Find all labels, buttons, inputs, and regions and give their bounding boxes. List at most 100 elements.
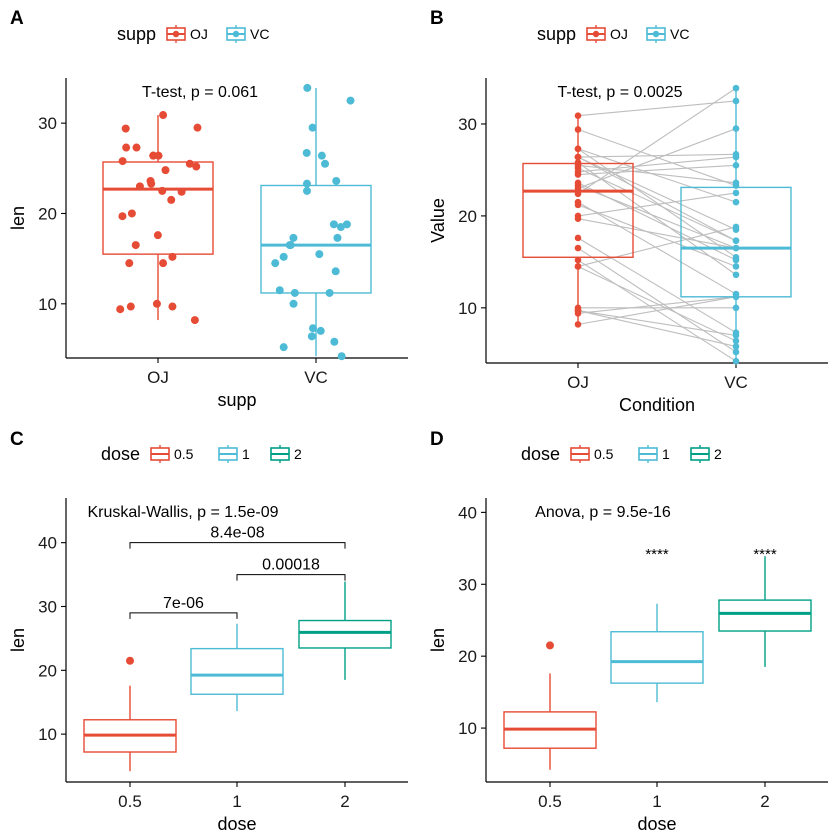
panel-letter: A	[10, 8, 24, 29]
legend-key	[586, 25, 606, 43]
box-OJ	[102, 115, 214, 321]
x-axis-title: Condition	[619, 395, 695, 415]
data-point	[135, 182, 144, 191]
y-tick-label: 20	[38, 204, 57, 223]
y-axis-title: len	[8, 628, 28, 652]
data-point	[275, 286, 284, 295]
legend-key	[638, 445, 658, 463]
data-point	[574, 162, 582, 169]
data-point	[316, 326, 325, 335]
y-tick-label: 30	[38, 114, 57, 133]
y-tick-label: 10	[458, 299, 477, 318]
data-point	[118, 157, 127, 166]
data-point	[131, 241, 140, 250]
panel-letter: B	[430, 8, 444, 29]
legend-label: VC	[670, 26, 689, 42]
data-point	[732, 304, 740, 312]
pair-line	[577, 87, 737, 195]
legend-key	[226, 25, 246, 43]
legend-label: OJ	[190, 26, 208, 42]
data-point	[127, 209, 136, 218]
data-point	[574, 179, 582, 187]
data-point	[302, 179, 311, 188]
pair-line	[577, 100, 737, 117]
legend-key	[690, 445, 710, 463]
data-point	[325, 288, 334, 297]
box-iqr	[102, 161, 214, 255]
data-point	[167, 195, 176, 204]
data-point	[732, 337, 740, 345]
data-point	[732, 125, 740, 132]
x-tick-label: 2	[760, 792, 769, 811]
pair-line	[577, 218, 737, 249]
data-point	[279, 343, 288, 352]
legend-label: OJ	[610, 26, 628, 42]
box-0.5	[83, 656, 177, 772]
legend-label: 0.5	[174, 446, 194, 462]
legend: dose 0.5 1 2	[521, 444, 722, 464]
pair-line	[577, 156, 737, 173]
legend: dose 0.5 1 2	[101, 444, 302, 464]
y-tick-label: 20	[38, 661, 57, 680]
data-point	[168, 302, 177, 311]
data-point	[574, 126, 582, 133]
stat-annotation: Anova, p = 9.5e-16	[535, 504, 671, 521]
pair-line	[577, 128, 737, 189]
pair-line	[577, 296, 737, 314]
data-point	[574, 212, 582, 220]
data-point	[279, 252, 288, 261]
pair-line	[577, 296, 737, 325]
pair-line	[577, 164, 737, 184]
bracket-label: 8.4e-08	[210, 525, 264, 542]
pair-line	[577, 310, 737, 336]
data-point	[302, 148, 311, 157]
data-point	[116, 305, 125, 314]
data-point	[732, 357, 740, 365]
data-point	[153, 231, 162, 240]
comparison-bracket: 8.4e-08	[129, 525, 346, 549]
significance-stars: ****	[645, 546, 669, 563]
box-2	[718, 556, 812, 667]
legend-key	[166, 25, 186, 43]
data-point	[732, 198, 740, 206]
y-axis-title: len	[428, 628, 448, 652]
box-iqr	[298, 619, 392, 649]
comparison-bracket: 0.00018	[236, 557, 346, 581]
legend-title: supp	[537, 24, 576, 44]
data-point	[307, 332, 316, 341]
box-iqr	[260, 184, 372, 294]
data-point	[158, 186, 167, 195]
data-point	[574, 244, 582, 252]
paired-points	[574, 84, 740, 365]
pair-line	[577, 226, 737, 268]
y-tick-label: 30	[458, 115, 477, 134]
y-axis-title: len	[8, 206, 28, 230]
data-point	[332, 176, 341, 185]
y-tick-label: 10	[458, 719, 477, 738]
bracket-line	[236, 574, 346, 581]
x-axis-title: dose	[217, 814, 256, 834]
pair-line	[577, 148, 737, 203]
data-point	[732, 84, 740, 92]
legend-key	[150, 445, 170, 463]
x-tick-label: 0.5	[538, 792, 562, 811]
legend-label: 2	[714, 446, 722, 462]
legend: supp OJ VC	[537, 24, 690, 44]
data-point	[168, 252, 177, 261]
data-point	[574, 307, 582, 314]
pair-line	[577, 148, 737, 258]
data-point	[192, 162, 201, 171]
x-axis-title: dose	[637, 814, 676, 834]
data-point	[732, 244, 740, 252]
data-point	[177, 187, 186, 196]
x-tick-label: OJ	[567, 373, 589, 392]
legend-title: dose	[101, 444, 140, 464]
box-0.5	[503, 641, 597, 770]
data-point	[118, 212, 127, 221]
y-tick-label: 10	[38, 725, 57, 744]
stat-annotation: T-test, p = 0.061	[142, 84, 258, 101]
legend-key	[218, 445, 238, 463]
legend-key	[570, 445, 590, 463]
legend: supp OJ VC	[117, 24, 270, 44]
data-point	[732, 263, 740, 270]
